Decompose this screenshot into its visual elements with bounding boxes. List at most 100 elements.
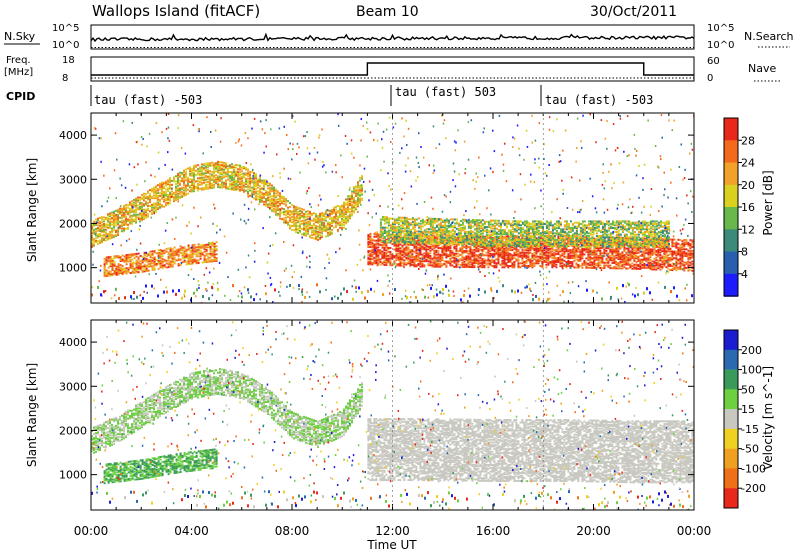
power-cell (443, 252, 446, 255)
power-cell (633, 255, 636, 258)
power-cell (593, 266, 596, 269)
power-cell (587, 258, 590, 261)
power-cell (303, 219, 305, 222)
power-cell (501, 259, 504, 262)
power-cell (603, 251, 606, 254)
power-cell (393, 241, 396, 244)
power-cell (169, 178, 171, 181)
power-cell (175, 250, 178, 253)
power-cell (413, 261, 416, 264)
power-cell (469, 266, 472, 268)
power-cell (589, 249, 592, 252)
power-cell (651, 253, 654, 256)
power-cell (615, 267, 618, 270)
power-cell (113, 224, 115, 226)
power-cell (499, 249, 502, 252)
power-cell (173, 197, 175, 200)
power-cell (279, 204, 281, 207)
power-cell (317, 216, 319, 219)
power-cell (175, 188, 177, 191)
power-cell (131, 258, 134, 261)
power-cell (463, 251, 466, 254)
power-cell (493, 253, 496, 256)
power-cell (339, 216, 341, 219)
power-cell (335, 224, 337, 227)
power-cell (443, 239, 446, 242)
power-cell (485, 259, 488, 262)
power-cell (395, 253, 398, 256)
power-cell (491, 246, 494, 249)
power-cell (99, 228, 101, 231)
power-cell (265, 203, 267, 206)
power-cell (355, 204, 357, 207)
power-cell (633, 249, 636, 252)
power-cell (347, 199, 349, 202)
power-cell (481, 260, 484, 263)
power-cell (455, 246, 458, 248)
power-cell (391, 256, 394, 259)
power-cell (493, 259, 496, 262)
power-cell (231, 184, 233, 187)
power-cell (505, 257, 508, 259)
power-cell (187, 256, 190, 259)
power-cell (639, 266, 642, 269)
power-cell (445, 239, 448, 242)
power-cell (349, 214, 351, 217)
power-cell (145, 200, 147, 203)
power-cell (641, 261, 644, 264)
power-cell (499, 254, 502, 257)
power-cell (227, 187, 229, 190)
power-cell (141, 211, 143, 214)
power-cell (135, 217, 137, 220)
power-cell (677, 252, 680, 254)
power-cell (359, 190, 361, 193)
power-cell (671, 258, 674, 261)
power-cell (647, 252, 650, 255)
power-cell (353, 199, 355, 202)
power-cell (407, 258, 410, 261)
power-cell (111, 227, 113, 230)
power-cell (255, 191, 257, 194)
power-cell (205, 172, 207, 174)
power-cell (221, 181, 223, 184)
power-cell (375, 259, 378, 262)
power-cell (147, 204, 149, 207)
power-cell (463, 262, 466, 264)
power-cell (201, 182, 203, 184)
power-cell (193, 258, 196, 261)
power-cell (347, 208, 349, 211)
power-cell (441, 247, 444, 250)
power-cell (289, 206, 291, 208)
power-cell (641, 253, 644, 256)
power-cell (251, 192, 253, 194)
power-cell (313, 229, 315, 232)
power-cell (287, 210, 289, 213)
nave-tick-top: 60 (707, 56, 720, 67)
power-cell (201, 187, 203, 190)
power-cell (231, 181, 233, 184)
power-cell (551, 257, 554, 259)
power-cell (147, 215, 149, 218)
power-cell (181, 253, 184, 256)
power-cell (635, 266, 638, 269)
power-cell (127, 269, 130, 272)
power-cell (643, 253, 646, 256)
power-cell (567, 255, 570, 258)
power-cell (305, 232, 307, 234)
power-cell (135, 262, 138, 265)
power-cell (103, 263, 106, 266)
power-cell (125, 227, 127, 230)
power-cell (471, 250, 474, 253)
power-cell (143, 266, 146, 269)
power-cell (141, 260, 144, 263)
power-cell (139, 203, 141, 206)
power-cell (101, 226, 103, 229)
power-cell (195, 251, 198, 254)
power-cell (109, 262, 112, 265)
power-cell (169, 191, 171, 194)
power-cell (339, 226, 341, 229)
power-cell (299, 212, 301, 215)
power-cell (497, 261, 500, 263)
power-cell (91, 241, 93, 244)
power-cell (253, 186, 255, 189)
